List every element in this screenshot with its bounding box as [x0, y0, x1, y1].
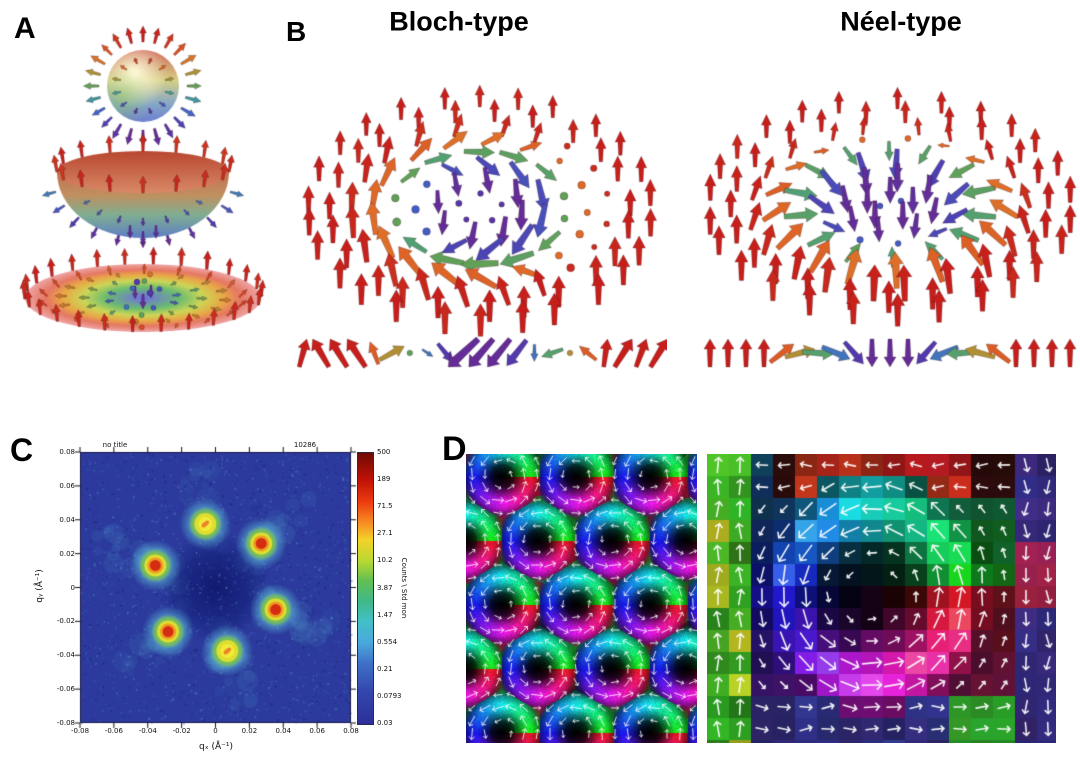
colorbar-tick-label: 3.87: [377, 583, 393, 592]
colorbar-tick-label: 10.2: [377, 556, 393, 565]
colorbar-tick-label: 27.1: [377, 529, 393, 538]
colorbar-tick-label: 500: [377, 448, 391, 456]
colorbar-tick-label: 0.554: [377, 637, 398, 646]
panel-a-sphere-bowl-disk-illustration: [10, 20, 300, 392]
y-tick-label: 0.08: [59, 448, 75, 456]
plot-header-run-number: 10286: [293, 441, 317, 449]
colorbar-tick-label: 0.0793: [377, 691, 402, 700]
single-skyrmion-zoom-color-map: [707, 454, 1056, 743]
y-tick-label: 0.06: [59, 481, 75, 490]
bloch-type-title: Bloch-type: [389, 6, 529, 37]
y-tick-label: -0.06: [56, 685, 75, 694]
sans-scattering-pattern-plot: [74, 446, 357, 729]
bloch-skyrmion-arrow-diagram: [295, 58, 667, 384]
colorbar-tick-label: 1.47: [377, 610, 393, 619]
y-axis-label: qᵧ (Å⁻¹): [35, 569, 45, 603]
colorbar: [357, 452, 374, 725]
x-tick-label: 0.02: [241, 727, 258, 735]
y-tick-label: -0.08: [56, 719, 75, 727]
x-axis-label: qₓ (Å⁻¹): [198, 742, 234, 752]
x-tick-label: 0.04: [275, 727, 292, 735]
y-tick-label: -0.04: [56, 651, 75, 660]
neel-skyrmion-arrow-diagram: [698, 58, 1078, 384]
y-tick-label: 0: [70, 583, 75, 592]
y-tick-label: 0.04: [59, 515, 75, 524]
colorbar-tick-label: 189: [377, 475, 391, 484]
y-tick-label: -0.02: [56, 617, 75, 626]
plot-header-title: no title: [102, 441, 128, 449]
x-tick-label: -0.06: [104, 727, 123, 735]
colorbar-tick-label: 0.03: [377, 719, 393, 727]
x-tick-label: 0: [213, 727, 218, 735]
colorbar-axis-label: Counts \ Std mon: [400, 557, 408, 619]
x-tick-label: -0.08: [70, 727, 90, 735]
colorbar-tick-label: 71.5: [377, 502, 393, 511]
skyrmion-lattice-color-map: [466, 454, 697, 743]
panel-d-label: D: [442, 430, 467, 468]
colorbar-tick-label: 0.21: [377, 664, 393, 673]
x-tick-label: 0.08: [343, 727, 359, 735]
x-tick-label: -0.04: [138, 727, 157, 735]
x-tick-label: -0.02: [172, 727, 191, 735]
neel-type-title: Néel-type: [840, 6, 962, 37]
x-tick-label: 0.06: [309, 727, 325, 735]
panel-c-label: C: [10, 432, 34, 468]
y-tick-label: 0.02: [59, 549, 75, 558]
